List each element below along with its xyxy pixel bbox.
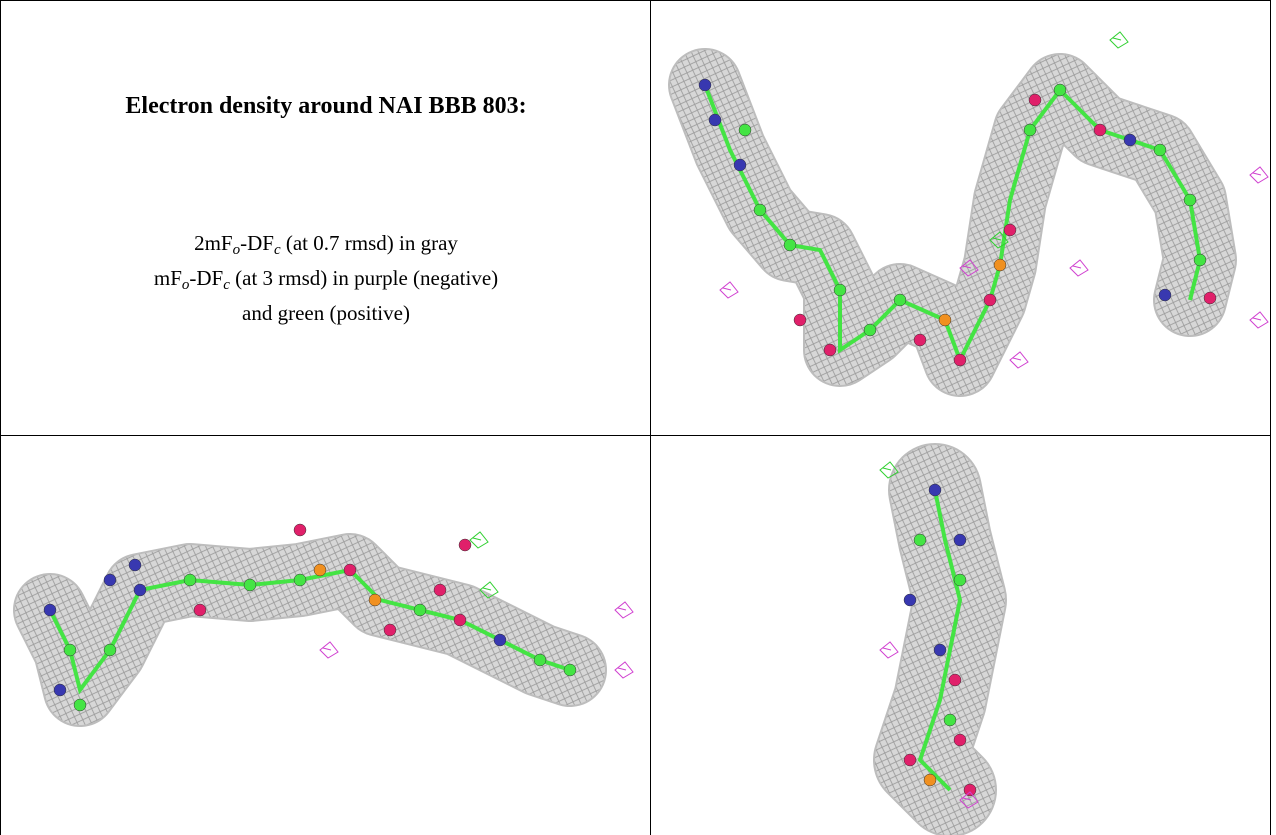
atom [904,754,916,766]
atom [954,534,966,546]
atom [834,284,846,296]
atom [104,644,116,656]
atom [934,644,946,656]
difference-density [320,642,338,658]
atom [699,79,711,91]
atom [459,539,471,551]
atom [954,734,966,746]
page: Electron density around NAI BBB 803: 2mF… [0,0,1276,835]
atom [534,654,546,666]
atom [564,664,576,676]
atom [294,574,306,586]
atom [1204,292,1216,304]
atom [954,574,966,586]
atom [739,124,751,136]
atom [294,524,306,536]
difference-density [1250,312,1268,328]
atom [454,614,466,626]
difference-density [615,662,633,678]
atom [1194,254,1206,266]
atom [939,314,951,326]
atom [824,344,836,356]
atom [949,674,961,686]
atom [314,564,326,576]
atom [914,334,926,346]
atom [1094,124,1106,136]
atom [994,259,1006,271]
density-mesh [50,570,570,690]
atom [964,784,976,796]
atom [794,314,806,326]
atom [1184,194,1196,206]
atom [494,634,506,646]
atom [44,604,56,616]
atom [709,114,721,126]
atom [104,574,116,586]
atom [184,574,196,586]
difference-density [880,642,898,658]
atom [1029,94,1041,106]
atom [64,644,76,656]
atom [734,159,746,171]
atom [1154,144,1166,156]
difference-density [1070,260,1088,276]
atom [864,324,876,336]
atom [74,699,86,711]
atom [894,294,906,306]
atom [1054,84,1066,96]
atom [244,579,256,591]
atom [954,354,966,366]
atom [434,584,446,596]
atom [344,564,356,576]
difference-density [1010,352,1028,368]
atom [904,594,916,606]
difference-density [1250,167,1268,183]
atom [194,604,206,616]
atom [384,624,396,636]
atom [784,239,796,251]
molecule-images [0,0,1276,835]
atom [1159,289,1171,301]
atom [1004,224,1016,236]
atom [984,294,996,306]
atom [754,204,766,216]
difference-density [470,532,488,548]
atom [129,559,141,571]
atom [944,714,956,726]
atom [134,584,146,596]
atom [929,484,941,496]
density-mesh [705,85,1200,360]
atom [369,594,381,606]
difference-density [615,602,633,618]
atom [924,774,936,786]
atom [914,534,926,546]
atom [1024,124,1036,136]
difference-density [720,282,738,298]
atom [54,684,66,696]
atom [1124,134,1136,146]
difference-density [1110,32,1128,48]
atom [414,604,426,616]
